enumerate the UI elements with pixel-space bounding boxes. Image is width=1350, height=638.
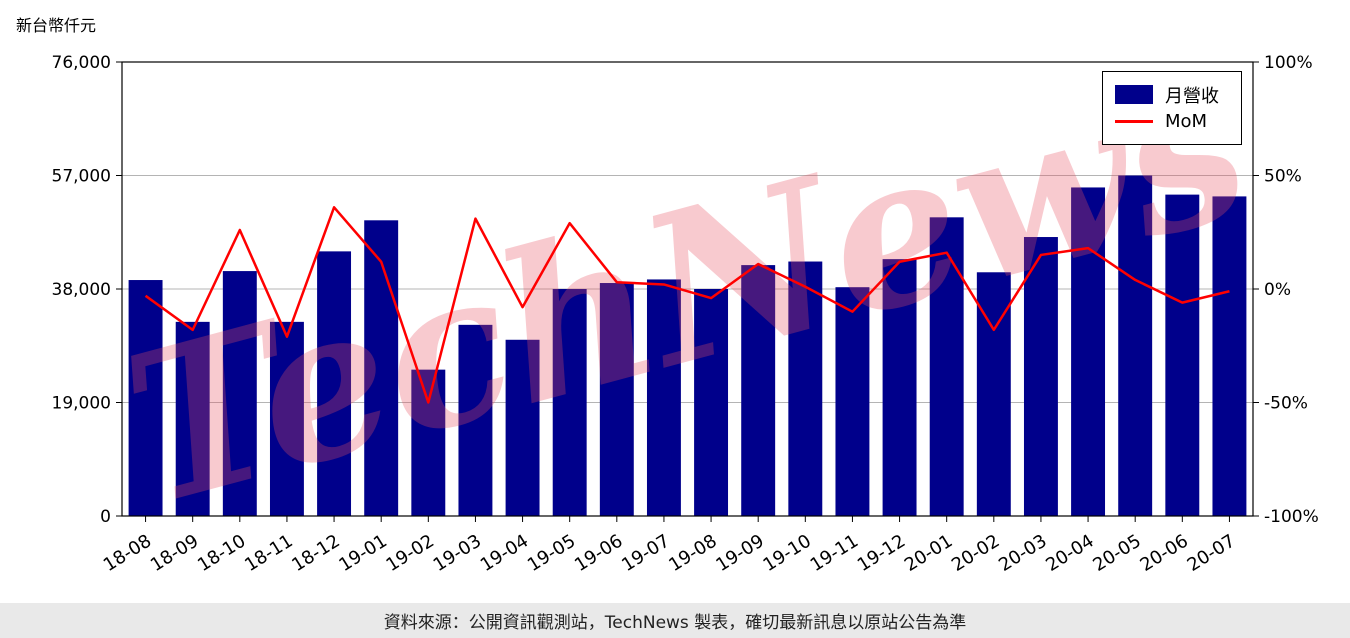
revenue-bar (882, 259, 917, 516)
y-right-tick-label: 50% (1264, 167, 1302, 187)
revenue-bar (317, 251, 352, 516)
mom-line (144, 206, 1230, 404)
revenue-bar (552, 289, 587, 516)
x-tick-label: 19-12 (854, 530, 909, 576)
y-right-tick-label: -100% (1264, 507, 1319, 527)
revenue-bar (1023, 237, 1058, 517)
x-tick-label: 19-07 (618, 530, 673, 576)
revenue-bar (929, 217, 964, 516)
x-tick-label: 18-12 (288, 530, 343, 576)
revenue-bar (1071, 187, 1106, 516)
x-tick-label: 19-11 (807, 530, 862, 576)
x-tick-label: 19-08 (665, 530, 720, 576)
x-tick-label: 20-05 (1089, 530, 1144, 576)
legend: 月營收 MoM (1102, 71, 1242, 145)
x-tick-label: 19-05 (524, 530, 579, 576)
revenue-bar (1165, 194, 1200, 516)
revenue-bar (128, 280, 163, 516)
source-text: 資料來源：公開資訊觀測站，TechNews 製表，確切最新訊息以原站公告為準 (383, 613, 967, 633)
revenue-bar (364, 220, 399, 517)
x-tick-label: 19-01 (335, 530, 390, 576)
x-tick-label: 19-10 (759, 530, 814, 576)
y-left-tick-label: 38,000 (52, 280, 111, 300)
y-left-tick-label: 0 (100, 507, 111, 527)
y-left-tick-label: 19,000 (52, 394, 111, 414)
x-tick-label: 18-11 (241, 530, 296, 576)
legend-item-revenue: 月營收 (1115, 81, 1229, 108)
revenue-bar (694, 289, 729, 516)
x-tick-label: 20-01 (901, 530, 956, 576)
revenue-bar (741, 265, 776, 516)
revenue-bar-swatch (1115, 85, 1153, 104)
x-tick-label: 18-08 (100, 530, 155, 576)
revenue-bar (835, 287, 870, 516)
revenue-bar (411, 369, 446, 516)
x-tick-label: 20-06 (1136, 530, 1191, 576)
y-right-tick-label: 100% (1264, 53, 1313, 73)
x-tick-label: 19-09 (712, 530, 767, 576)
revenue-bar (788, 261, 823, 516)
mom-line-swatch (1115, 120, 1153, 123)
x-tick-label: 19-06 (571, 530, 626, 576)
legend-item-mom: MoM (1115, 108, 1229, 135)
revenue-bar (505, 339, 540, 516)
y-left-tick-label: 76,000 (52, 53, 111, 73)
x-tick-label: 20-07 (1184, 530, 1239, 576)
revenue-bar (458, 324, 493, 516)
y-left-tick-label: 57,000 (52, 167, 111, 187)
revenue-bar (175, 321, 210, 516)
x-tick-label: 19-04 (477, 530, 532, 576)
x-tick-label: 20-03 (995, 530, 1050, 576)
revenue-bar (269, 321, 304, 516)
revenue-bar (1212, 196, 1247, 516)
revenue-bar (599, 283, 634, 516)
source-footer: 資料來源：公開資訊觀測站，TechNews 製表，確切最新訊息以原站公告為準 (0, 603, 1350, 638)
x-tick-label: 19-02 (382, 530, 437, 576)
x-tick-label: 19-03 (430, 530, 485, 576)
x-tick-label: 20-04 (1042, 530, 1097, 576)
y-axis-title: 新台幣仟元 (16, 16, 97, 35)
y-right-tick-label: -50% (1264, 394, 1308, 414)
y-right-tick-label: 0% (1264, 280, 1291, 300)
revenue-chart: TechNews019,00038,00057,00076,000-100%-5… (52, 24, 1319, 576)
x-tick-label: 20-02 (948, 530, 1003, 576)
revenue-bar (1118, 175, 1153, 516)
legend-label-mom: MoM (1165, 111, 1208, 132)
revenue-bar (222, 271, 257, 516)
revenue-bar (646, 279, 681, 516)
legend-label-revenue: 月營收 (1165, 85, 1219, 107)
